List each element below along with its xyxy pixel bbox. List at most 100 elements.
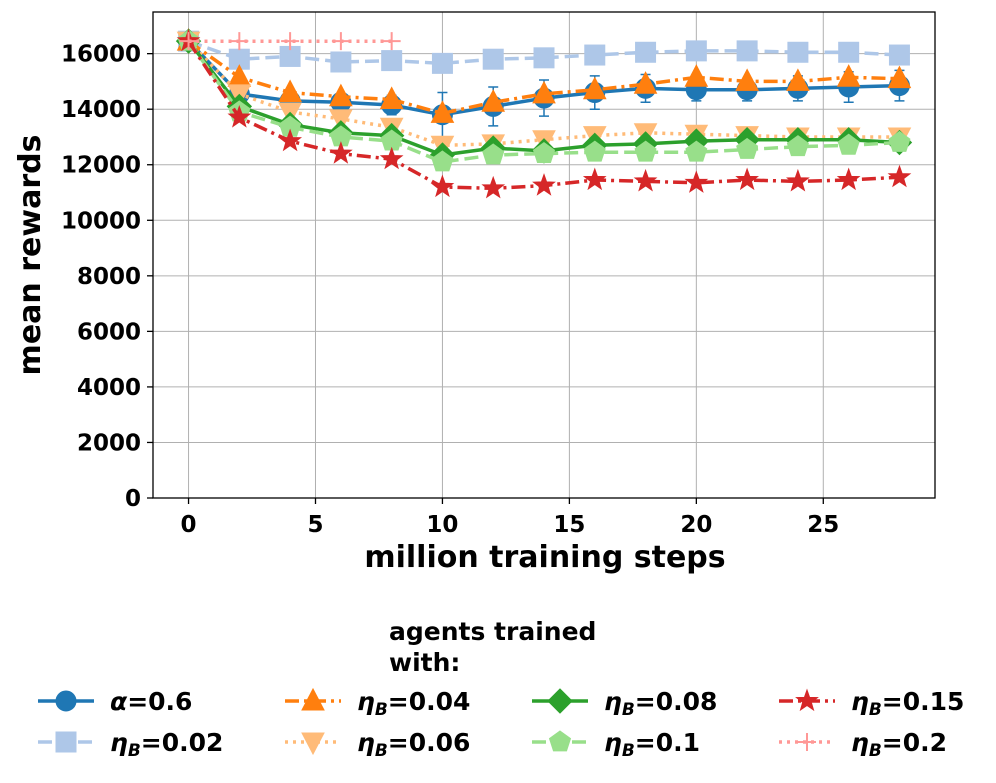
legend-entry: ηB=0.04 — [285, 687, 470, 720]
data-point — [532, 80, 556, 104]
x-tick-label: 10 — [426, 512, 458, 538]
y-axis-label: mean rewards — [13, 135, 48, 376]
data-point — [684, 170, 709, 193]
data-point — [431, 150, 454, 172]
legend-label: ηB=0.2 — [851, 728, 947, 761]
data-point — [430, 100, 455, 123]
data-point — [179, 32, 198, 51]
axis-ticks: 0 5 10 15 20 25 0 2000 4000 6000 8000 10000 12000 140… — [61, 42, 839, 538]
y-tick-label: 14000 — [61, 97, 141, 123]
y-tick-label: 16000 — [61, 42, 141, 68]
legend-marker — [795, 688, 819, 712]
x-tick-label: 0 — [181, 512, 197, 538]
legend-entry: ηB=0.06 — [285, 728, 470, 761]
series-layer — [175, 28, 913, 199]
legend-marker — [548, 730, 572, 752]
data-point — [838, 41, 860, 63]
series-2 — [176, 28, 912, 123]
data-point — [786, 135, 809, 157]
legend-marker — [55, 690, 77, 712]
data-point — [633, 168, 658, 192]
data-point — [328, 141, 353, 164]
y-tick-label: 2000 — [77, 430, 141, 456]
x-tick-label: 20 — [680, 512, 712, 538]
legend-marker — [301, 687, 325, 711]
data-point — [836, 64, 861, 87]
data-point — [888, 44, 910, 66]
data-point — [633, 71, 658, 94]
y-tick-label: 12000 — [61, 153, 141, 179]
y-tick-label: 0 — [125, 486, 141, 512]
legend-entry: ηB=0.2 — [779, 728, 947, 761]
data-point — [482, 48, 504, 70]
data-point — [481, 89, 506, 112]
data-point — [735, 68, 759, 91]
data-point — [582, 167, 607, 191]
data-point — [381, 50, 403, 72]
legend-label: ηB=0.1 — [604, 728, 700, 761]
data-point — [735, 167, 760, 191]
legend-marker — [301, 732, 325, 756]
data-point — [736, 40, 758, 62]
data-point — [634, 140, 657, 162]
data-point — [583, 140, 606, 162]
series-1 — [178, 30, 910, 74]
data-point — [331, 32, 350, 51]
legend-marker — [547, 688, 573, 714]
data-point — [430, 174, 455, 198]
data-point — [532, 173, 556, 196]
data-point — [230, 32, 249, 51]
data-point — [887, 65, 912, 89]
data-point — [382, 32, 401, 51]
data-point — [785, 168, 810, 192]
data-point — [481, 175, 506, 199]
data-point — [684, 64, 709, 87]
y-tick-label: 4000 — [77, 375, 141, 401]
data-point — [533, 47, 555, 69]
legend-entry: ηB=0.1 — [532, 728, 700, 761]
data-point — [888, 130, 911, 152]
legend-label: ηB=0.15 — [851, 687, 964, 720]
data-point — [379, 86, 404, 109]
y-tick-label: 8000 — [77, 264, 141, 290]
data-point — [685, 140, 708, 162]
legend-label: ηB=0.04 — [357, 687, 470, 720]
data-point — [836, 167, 861, 191]
data-point — [330, 51, 352, 73]
legend-entry: ηB=0.08 — [532, 687, 717, 720]
data-point — [281, 32, 300, 51]
legend-marker — [798, 733, 816, 751]
y-tick-label: 10000 — [61, 208, 141, 234]
legend-entry: ηB=0.02 — [38, 728, 223, 761]
data-point — [582, 76, 607, 100]
x-tick-label: 5 — [307, 512, 323, 538]
legend-title-line1: agents trained — [389, 617, 596, 646]
x-axis-label: million training steps — [364, 540, 725, 575]
data-point — [786, 68, 810, 91]
data-point — [837, 133, 860, 155]
data-point — [685, 40, 707, 62]
x-tick-label: 15 — [553, 512, 585, 538]
legend-entry: ηB=0.15 — [779, 687, 964, 720]
legend-marker — [55, 731, 77, 753]
data-point — [278, 128, 303, 152]
y-tick-label: 6000 — [77, 319, 141, 345]
data-point — [635, 41, 657, 63]
data-point — [329, 83, 353, 107]
data-point — [278, 79, 302, 103]
data-point — [227, 105, 252, 128]
data-point — [887, 164, 912, 188]
data-point — [431, 52, 453, 74]
data-point — [532, 141, 556, 163]
data-point — [379, 146, 404, 170]
plot-frame — [152, 11, 936, 499]
legend: agents trained with: α=0.6 ηB=0.02 ηB=0.04… — [38, 617, 964, 761]
x-tick-label: 25 — [807, 512, 839, 538]
data-point — [787, 41, 809, 63]
data-point — [584, 44, 606, 66]
legend-label: ηB=0.06 — [357, 728, 470, 761]
legend-entries: α=0.6 ηB=0.02 ηB=0.04 ηB=0.06 ηB=0.08 ηB=0.1 η… — [38, 687, 964, 761]
data-point — [482, 143, 505, 165]
data-point — [736, 137, 759, 159]
